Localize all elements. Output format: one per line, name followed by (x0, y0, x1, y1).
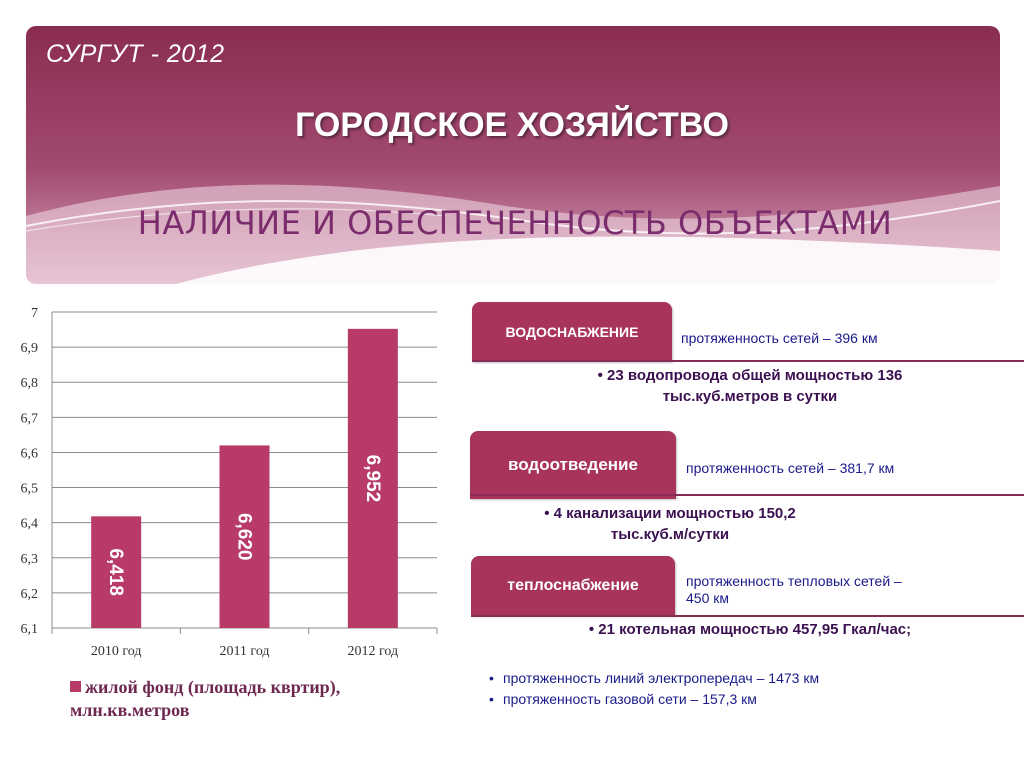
sewerage-divider (470, 494, 1024, 496)
heating-network: протяженность тепловых сетей – 450 км (686, 573, 902, 607)
y-tick-label: 6,4 (21, 517, 39, 532)
bar (91, 516, 142, 628)
page-subtitle: НАЛИЧИЕ И ОБЕСПЕЧЕННОСТЬ ОБЪЕКТАМИ (137, 204, 893, 242)
chart-legend: жилой фонд (площадь квртир), млн.кв.метр… (70, 676, 410, 722)
y-tick-label: 6,6 (21, 446, 39, 461)
sewerage-detail-1: • 4 канализации мощностью 150,2 (544, 505, 796, 522)
water-supply-network: протяженность сетей – 396 км (681, 330, 878, 346)
y-tick-label: 6,8 (21, 376, 39, 391)
bullet-dot: • (489, 691, 494, 707)
page-title: ГОРОДСКОЕ ХОЗЯЙСТВО (295, 106, 729, 144)
water-supply-detail: • 23 водопровода общей мощностью 136 тыс… (500, 365, 1000, 407)
legend-swatch (70, 681, 81, 692)
y-tick-label: 7 (31, 306, 38, 321)
x-tick-label: 2010 год (91, 644, 142, 659)
bar-data-label: 6,952 (362, 455, 383, 503)
sewerage-tag: водоотведение (470, 431, 676, 499)
heating-network-2: 450 км (686, 590, 729, 606)
bar (347, 328, 398, 628)
heating-detail: • 21 котельная мощностью 457,95 Гкал/час… (588, 621, 912, 638)
gas-network-text: протяженность газовой сети – 157,3 км (503, 691, 757, 707)
legend-label-line2: млн.кв.метров (70, 700, 190, 720)
y-tick-label: 6,7 (21, 411, 39, 426)
water-supply-divider (472, 360, 1024, 362)
bullet-dot: • (489, 670, 494, 686)
city-year-label: СУРГУТ - 2012 (46, 40, 225, 68)
water-supply-detail-1: • 23 водопровода общей мощностью 136 (597, 367, 903, 384)
heating-divider (471, 615, 1024, 617)
power-lines-text: протяженность линий электропередач – 147… (503, 670, 820, 686)
water-supply-label: водоснабжение (505, 324, 639, 340)
power-lines-item: • протяженность линий электропередач – 14… (489, 668, 819, 689)
heating-network-1: протяженность тепловых сетей – (686, 573, 902, 589)
y-tick-label: 6,3 (21, 552, 39, 567)
y-tick-label: 6,1 (21, 622, 39, 637)
y-tick-label: 6,2 (21, 587, 39, 602)
sewerage-label: водоотведение (508, 455, 638, 474)
housing-bar-chart: 6,1 6,2 6,3 6,4 6,5 6,6 6,7 6,8 6,9 7 6,418 2010 го… (21, 306, 438, 659)
x-tick-label: 2012 год (348, 644, 399, 659)
water-supply-detail-2: тыс.куб.метров в сутки (662, 388, 838, 405)
header-banner (26, 26, 1000, 284)
sewerage-network: протяженность сетей – 381,7 км (686, 460, 895, 476)
water-supply-tag: водоснабжение (472, 302, 672, 362)
heating-label: теплоснабжение (507, 577, 639, 594)
bar-data-label: 6,418 (105, 548, 126, 596)
heating-tag: теплоснабжение (471, 556, 675, 616)
y-tick-label: 6,5 (21, 482, 39, 497)
legend-label-line1: жилой фонд (площадь квртир), (85, 677, 341, 697)
sewerage-detail: • 4 канализации мощностью 150,2 тыс.куб.… (470, 503, 870, 545)
y-tick-label: 6,9 (21, 341, 39, 356)
other-utilities-list: • протяженность линий электропередач – 14… (489, 668, 819, 710)
sewerage-detail-2: тыс.куб.м/сутки (610, 526, 730, 543)
bar (219, 445, 270, 628)
gas-network-item: • протяженность газовой сети – 157,3 км (489, 689, 819, 710)
bar-data-label: 6,620 (234, 513, 255, 561)
x-tick-label: 2011 год (219, 644, 269, 659)
